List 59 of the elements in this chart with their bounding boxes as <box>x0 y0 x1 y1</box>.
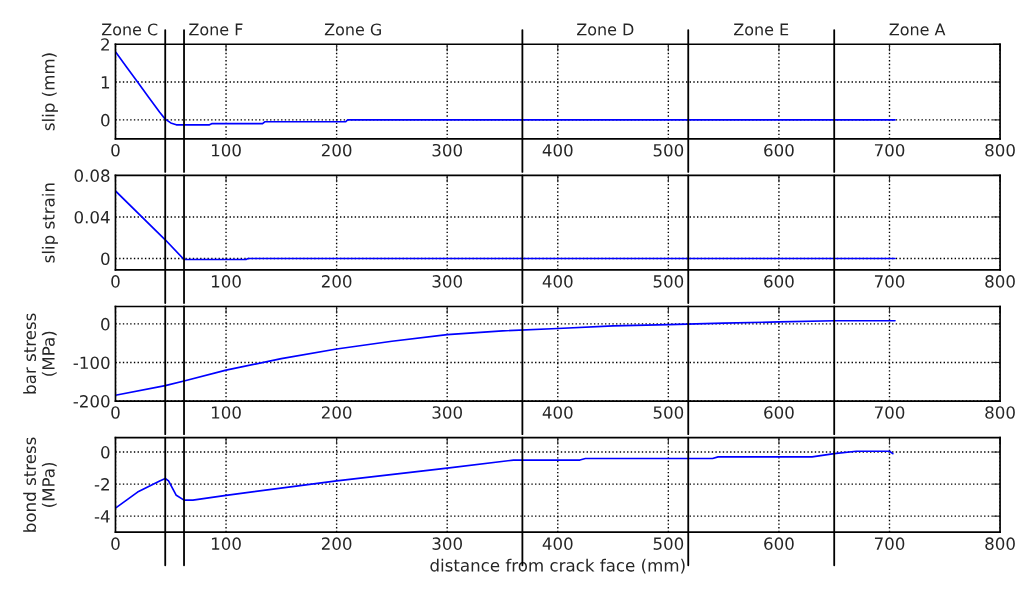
x-tick-label: 0 <box>111 143 120 157</box>
x-tick-label: 800 <box>985 406 1015 419</box>
x-tick-label: 800 <box>985 143 1015 157</box>
x-tick-label: 200 <box>321 537 352 550</box>
y-tick-label: -4 <box>94 510 110 523</box>
x-tick-label: 100 <box>211 143 241 157</box>
y-tick-label: 0 <box>101 446 110 459</box>
y-tick-label: 0.08 <box>74 169 110 182</box>
text: Zone F <box>189 23 243 36</box>
x-axis-title: distance from crack face (mm) <box>430 558 685 574</box>
x-tick-label: 800 <box>985 537 1015 550</box>
y-tick-label: 2 <box>101 38 109 51</box>
y-tick-label: 1 <box>101 76 110 89</box>
x-tick-label: 500 <box>653 275 684 288</box>
x-tick-label: 200 <box>321 275 352 288</box>
x-tick-label: 700 <box>874 275 905 288</box>
x-tick-label: 700 <box>874 143 905 157</box>
y-axis-title: bond stress (MPa) <box>23 437 57 532</box>
y-axis-title: bar stress (MPa) <box>23 313 57 394</box>
x-tick-label: 500 <box>653 537 684 550</box>
x-tick-label: 600 <box>764 275 794 288</box>
x-tick-label: 400 <box>542 275 573 288</box>
x-tick-label: 600 <box>764 406 794 419</box>
text: Zone G <box>324 23 381 36</box>
x-tick-label: 100 <box>211 537 241 550</box>
y-tick-label: 0.04 <box>74 210 110 224</box>
x-tick-label: 300 <box>432 406 462 419</box>
x-tick-label: 700 <box>874 537 905 550</box>
x-tick-label: 800 <box>985 275 1015 288</box>
x-tick-label: 500 <box>653 406 684 419</box>
x-tick-label: 400 <box>542 406 573 419</box>
text: Zone C <box>101 23 158 36</box>
y-tick-label: -100 <box>73 356 110 370</box>
x-tick-label: 300 <box>432 275 462 288</box>
x-tick-label: 300 <box>432 537 462 550</box>
x-tick-label: 100 <box>211 275 241 288</box>
x-tick-label: 200 <box>321 143 352 157</box>
x-tick-label: 600 <box>764 143 794 157</box>
text: Zone A <box>889 23 946 36</box>
y-axis-title: slip strain <box>41 183 58 263</box>
y-tick-label: -200 <box>73 395 110 408</box>
text: Zone E <box>734 23 789 36</box>
x-tick-label: 300 <box>432 143 462 157</box>
x-tick-label: 200 <box>321 406 352 419</box>
y-tick-label: 0 <box>101 113 110 127</box>
x-tick-label: 600 <box>764 537 794 550</box>
y-axis-title: slip (mm) <box>41 53 58 131</box>
x-tick-label: 400 <box>542 537 573 550</box>
x-tick-label: 100 <box>211 406 241 419</box>
text: Zone D <box>577 23 634 36</box>
x-tick-label: 0 <box>111 537 120 550</box>
x-tick-label: 0 <box>111 275 120 288</box>
x-tick-label: 400 <box>542 143 573 157</box>
x-tick-label: 500 <box>653 143 684 157</box>
y-tick-label: 0 <box>101 317 110 331</box>
y-tick-label: -2 <box>94 478 109 491</box>
y-tick-label: 0 <box>101 252 110 266</box>
x-tick-label: 700 <box>874 406 905 419</box>
x-tick-label: 0 <box>111 406 120 419</box>
